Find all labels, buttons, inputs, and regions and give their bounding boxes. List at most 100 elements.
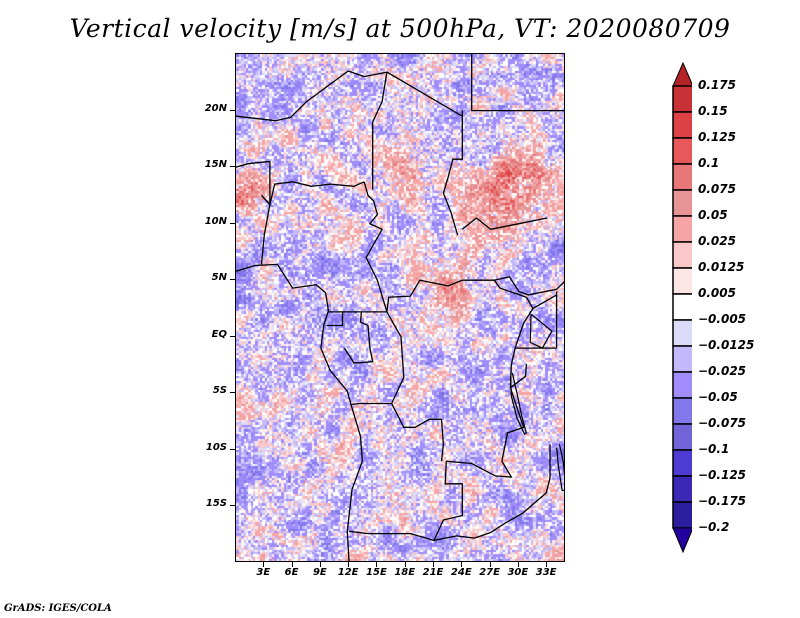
border-line — [461, 217, 548, 230]
lat-tick-mark — [230, 166, 235, 168]
lon-tick-label: 3E — [256, 567, 271, 578]
lon-tick-label: 21E — [422, 567, 444, 578]
colorbar-level-label: −0.005 — [698, 312, 747, 326]
lat-tick-mark — [230, 392, 235, 394]
lon-tick-label: 12E — [337, 567, 359, 578]
lat-tick-label: EQ — [211, 328, 227, 340]
map-plot-area — [235, 53, 565, 562]
border-line — [260, 204, 271, 265]
border-line — [326, 311, 344, 327]
colorbar-swatch — [672, 449, 692, 477]
colorbar-swatch — [672, 267, 692, 295]
colorbar-level-label: 0.075 — [698, 182, 736, 196]
country-borders — [236, 54, 564, 561]
lon-tick-label: 9E — [312, 567, 327, 578]
lon-tick-mark — [489, 562, 491, 567]
colorbar-level-label: 0.005 — [698, 286, 736, 300]
lon-tick-mark — [461, 562, 463, 567]
border-line — [349, 530, 435, 542]
lat-tick-mark — [230, 335, 235, 337]
border-line — [432, 347, 525, 542]
border-line — [474, 444, 551, 539]
colorbar-level-label: −0.025 — [698, 364, 747, 378]
colorbar-swatch — [672, 163, 692, 191]
border-line — [494, 276, 564, 296]
lat-tick-mark — [230, 279, 235, 281]
lat-tick-mark — [230, 505, 235, 507]
colorbar — [672, 62, 692, 554]
colorbar-swatch — [672, 85, 692, 113]
colorbar-level-label: 0.05 — [698, 208, 728, 222]
colorbar-level-label: −0.0125 — [698, 338, 755, 352]
colorbar-level-label: 0.1 — [698, 156, 720, 170]
lat-tick-label: 5S — [212, 385, 227, 397]
colorbar-level-label: 0.025 — [698, 234, 736, 248]
chart-title: Vertical velocity [m/s] at 500hPa, VT: 2… — [69, 14, 731, 43]
lat-tick-label: 10N — [204, 215, 227, 227]
colorbar-swatch — [672, 293, 692, 321]
lon-tick-mark — [546, 562, 548, 567]
border-line — [386, 71, 463, 236]
colorbar-swatch — [672, 319, 692, 347]
border-line — [342, 279, 527, 313]
border-line — [514, 296, 534, 349]
lon-tick-mark — [404, 562, 406, 567]
lon-tick-mark — [319, 562, 321, 567]
colorbar-swatch — [672, 241, 692, 269]
colorbar-level-label: −0.125 — [698, 468, 747, 482]
border-line — [236, 160, 271, 207]
colorbar-swatch — [672, 501, 692, 529]
lon-tick-mark — [291, 562, 293, 567]
colorbar-swatch — [672, 397, 692, 425]
colorbar-level-label: 0.125 — [698, 130, 736, 144]
border-line — [343, 311, 374, 364]
colorbar-level-label: −0.05 — [698, 390, 738, 404]
lake-outline — [556, 444, 564, 492]
colorbar-level-label: −0.075 — [698, 416, 747, 430]
colorbar-level-label: −0.2 — [698, 520, 730, 534]
border-line — [363, 181, 388, 313]
colorbar-swatch — [672, 137, 692, 165]
lon-tick-mark — [263, 562, 265, 567]
lat-tick-label: 15S — [205, 498, 227, 510]
colorbar-level-label: −0.1 — [698, 442, 730, 456]
lon-tick-mark — [517, 562, 519, 567]
colorbar-level-label: 0.175 — [698, 78, 736, 92]
colorbar-swatch — [672, 189, 692, 217]
border-line — [372, 71, 388, 190]
colorbar-swatch — [672, 111, 692, 139]
border-line — [350, 311, 405, 406]
colorbar-swatch — [672, 475, 692, 503]
colorbar-swatch — [672, 215, 692, 243]
lon-tick-mark — [433, 562, 434, 567]
lon-tick-label: 15E — [366, 567, 387, 578]
grads-credit: GrADS: IGES/COLA — [4, 603, 112, 614]
colorbar-swatch — [672, 423, 692, 451]
colorbar-level-label: 0.15 — [698, 104, 728, 118]
lon-tick-label: 24E — [450, 567, 472, 578]
colorbar-min-arrow — [672, 527, 692, 554]
lat-tick-label: 20N — [204, 102, 227, 114]
colorbar-level-label: 0.0125 — [698, 260, 745, 274]
border-line — [391, 403, 445, 462]
lat-tick-label: 10S — [205, 441, 227, 453]
lat-tick-label: 5N — [211, 272, 227, 284]
lon-tick-mark — [348, 562, 350, 567]
border-line — [236, 70, 388, 122]
lon-tick-label: 33E — [535, 567, 557, 578]
border-line — [532, 294, 557, 310]
lake-outline — [529, 313, 553, 349]
lake-outline — [509, 372, 528, 435]
lon-tick-mark — [376, 562, 378, 567]
lat-tick-mark — [230, 109, 235, 111]
lat-tick-mark — [230, 222, 235, 224]
border-line — [261, 181, 365, 206]
lon-tick-label: 18E — [394, 567, 416, 578]
border-line — [471, 87, 564, 112]
lon-tick-label: 27E — [479, 567, 500, 578]
lat-tick-mark — [230, 448, 235, 450]
lat-tick-label: 15N — [204, 159, 227, 171]
colorbar-level-label: −0.175 — [698, 494, 747, 508]
colorbar-max-arrow — [672, 62, 692, 87]
border-line — [236, 263, 363, 561]
